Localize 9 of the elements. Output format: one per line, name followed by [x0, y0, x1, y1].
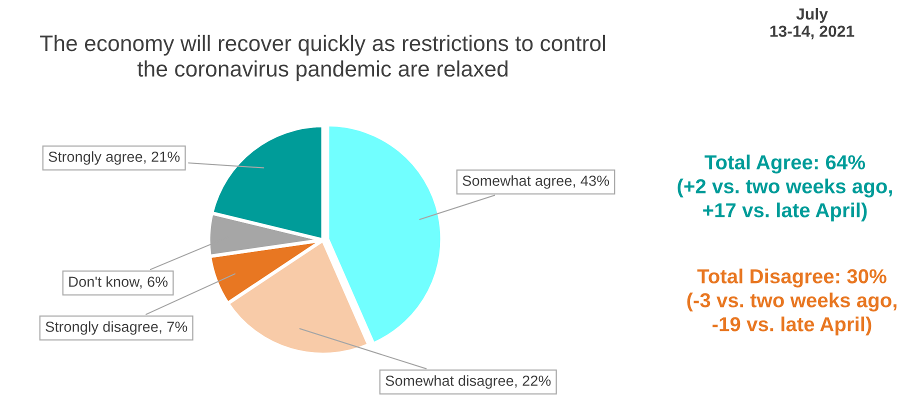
text: Total Agree: 64% (+2 vs. two weeks ago, +17 vs. late April): [678, 154, 892, 222]
slice-label: Strongly disagree, 7%: [46, 321, 188, 335]
text: Total Disagree: 30% (-3 vs. two weeks ago, -19 vs. late April): [687, 268, 896, 336]
slice-label: Don't know, 6%: [69, 276, 168, 289]
slice-label: Strongly agree, 21%: [48, 151, 180, 165]
chart-title: The economy will recover quickly as restrictions to control the coronavirus pandemic are relaxed: [40, 34, 605, 82]
slice-label: Somewhat agree, 43%: [462, 175, 610, 189]
text: July 13-14, 2021: [770, 8, 854, 40]
slice-label: Somewhat disagree, 22%: [386, 375, 551, 389]
